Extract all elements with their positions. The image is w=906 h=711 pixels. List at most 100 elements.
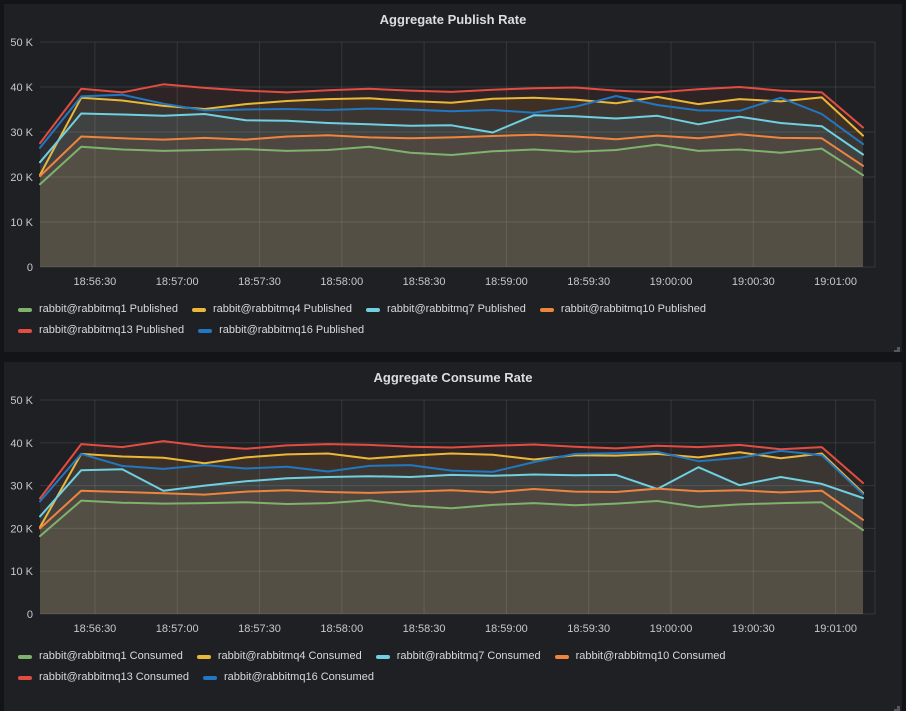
panel-resize-handle-icon[interactable] xyxy=(890,699,900,711)
legend-series-name: rabbit@rabbitmq13 Published xyxy=(39,324,185,336)
legend-series-name: rabbit@rabbitmq10 Consumed xyxy=(575,650,726,662)
series-lines xyxy=(39,83,864,186)
series-line-rabbit-rabbitmq13-consumed xyxy=(39,440,864,500)
series-color-swatch-icon xyxy=(554,654,569,659)
x-tick-label: 18:59:00 xyxy=(485,623,528,635)
y-tick-label: 10 K xyxy=(10,217,33,229)
legend-item-rabbit-rabbitmq16-consumed[interactable]: rabbit@rabbitmq16 Consumed xyxy=(202,667,374,688)
x-tick-label: 18:59:30 xyxy=(567,623,610,635)
x-tick-label: 18:57:30 xyxy=(238,623,281,635)
legend-item-rabbit-rabbitmq16-published[interactable]: rabbit@rabbitmq16 Published xyxy=(198,320,364,341)
series-fill-rabbit-rabbitmq16-published xyxy=(40,94,863,267)
series-line-rabbit-rabbitmq16-published xyxy=(39,93,864,149)
x-tick-label: 18:58:30 xyxy=(403,623,446,635)
legend-item-rabbit-rabbitmq10-consumed[interactable]: rabbit@rabbitmq10 Consumed xyxy=(554,646,726,667)
series-color-swatch-icon xyxy=(375,654,390,659)
legend-series-name: rabbit@rabbitmq4 Published xyxy=(212,303,352,315)
series-fill-rabbit-rabbitmq7-published xyxy=(40,113,863,267)
y-tick-label: 30 K xyxy=(10,481,33,493)
series-color-swatch-icon xyxy=(18,328,32,333)
x-tick-label: 18:57:00 xyxy=(156,623,199,635)
panel-resize-handle-icon[interactable] xyxy=(890,340,900,352)
series-color-swatch-icon xyxy=(191,307,206,312)
legend-series-name: rabbit@rabbitmq7 Consumed xyxy=(396,650,541,662)
legend-series-name: rabbit@rabbitmq13 Consumed xyxy=(39,671,189,683)
x-tick-label: 19:00:30 xyxy=(732,276,775,288)
y-tick-label: 0 xyxy=(27,262,33,274)
series-fill-rabbit-rabbitmq13-published xyxy=(40,84,863,267)
series-line-rabbit-rabbitmq1-consumed xyxy=(39,499,864,538)
legend: rabbit@rabbitmq1 Consumed rabbit@rabbitmq… xyxy=(4,644,902,688)
x-tick-label: 18:58:00 xyxy=(320,276,363,288)
x-tick-label: 18:57:30 xyxy=(238,276,281,288)
y-tick-label: 0 xyxy=(27,609,33,621)
legend-series-name: rabbit@rabbitmq16 Consumed xyxy=(223,671,374,683)
series-line-rabbit-rabbitmq16-consumed xyxy=(39,449,864,503)
publish-rate-chart-container: 0 10 K 20 K 30 K 40 K 50 K 18:56:30 18:57:00 18:… xyxy=(4,36,902,297)
time-series-plot[interactable]: 0 10 K 20 K 30 K 40 K 50 K 18:56:30 18:57:00 18:… xyxy=(4,36,902,297)
series-color-swatch-icon xyxy=(202,675,217,680)
legend-item-rabbit-rabbitmq10-published[interactable]: rabbit@rabbitmq10 Published xyxy=(539,299,706,320)
series-color-swatch-icon xyxy=(18,307,32,312)
series-line-rabbit-rabbitmq10-published xyxy=(39,133,864,178)
axis-labels: 0 10 K 20 K 30 K 40 K 50 K 18:56:30 18:57:00 18:… xyxy=(10,395,857,635)
series-color-swatch-icon xyxy=(18,654,32,659)
y-tick-label: 50 K xyxy=(10,395,33,407)
series-fill-rabbit-rabbitmq7-consumed xyxy=(40,467,863,614)
series-fill-rabbit-rabbitmq10-published xyxy=(40,134,863,267)
series-line-rabbit-rabbitmq1-published xyxy=(39,143,864,186)
series-line-rabbit-rabbitmq7-consumed xyxy=(39,466,864,518)
legend-series-name: rabbit@rabbitmq1 Published xyxy=(39,303,178,315)
x-tick-label: 18:59:00 xyxy=(485,276,528,288)
series-line-rabbit-rabbitmq7-published xyxy=(39,112,864,164)
time-series-plot[interactable]: 0 10 K 20 K 30 K 40 K 50 K 18:56:30 18:57:00 18:… xyxy=(4,394,902,644)
legend-item-rabbit-rabbitmq13-published[interactable]: rabbit@rabbitmq13 Published xyxy=(18,320,184,341)
legend-item-rabbit-rabbitmq1-consumed[interactable]: rabbit@rabbitmq1 Consumed xyxy=(18,646,183,667)
series-line-rabbit-rabbitmq10-consumed xyxy=(39,487,864,530)
legend-series-name: rabbit@rabbitmq16 Published xyxy=(219,324,365,336)
series-color-swatch-icon xyxy=(198,328,213,333)
legend-series-name: rabbit@rabbitmq10 Published xyxy=(560,303,706,315)
legend-item-rabbit-rabbitmq4-consumed[interactable]: rabbit@rabbitmq4 Consumed xyxy=(196,646,362,667)
x-tick-label: 19:00:00 xyxy=(650,276,693,288)
legend-series-name: rabbit@rabbitmq4 Consumed xyxy=(217,650,362,662)
x-tick-label: 18:56:30 xyxy=(73,623,116,635)
legend-item-rabbit-rabbitmq7-consumed[interactable]: rabbit@rabbitmq7 Consumed xyxy=(375,646,541,667)
y-tick-label: 40 K xyxy=(10,82,33,94)
x-tick-label: 18:58:30 xyxy=(403,276,446,288)
consume-rate-chart-container: 0 10 K 20 K 30 K 40 K 50 K 18:56:30 18:57:00 18:… xyxy=(4,394,902,644)
legend: rabbit@rabbitmq1 Published rabbit@rabbitm… xyxy=(4,297,902,341)
gridlines xyxy=(40,41,876,268)
y-tick-label: 20 K xyxy=(10,523,33,535)
legend-series-name: rabbit@rabbitmq7 Published xyxy=(386,303,526,315)
panel-aggregate-publish-rate: Aggregate Publish Rate 0 10 K 20 K 30 K 40 K… xyxy=(4,4,902,352)
legend-item-rabbit-rabbitmq13-consumed[interactable]: rabbit@rabbitmq13 Consumed xyxy=(18,667,189,688)
x-tick-label: 19:00:30 xyxy=(732,623,775,635)
series-color-swatch-icon xyxy=(18,675,32,680)
series-lines xyxy=(39,440,864,538)
panel-title[interactable]: Aggregate Publish Rate xyxy=(379,12,527,27)
legend-item-rabbit-rabbitmq1-published[interactable]: rabbit@rabbitmq1 Published xyxy=(18,299,178,320)
y-tick-label: 30 K xyxy=(10,127,33,139)
series-fills xyxy=(40,441,863,614)
series-color-swatch-icon xyxy=(539,307,554,312)
y-tick-label: 50 K xyxy=(10,37,33,49)
series-fill-rabbit-rabbitmq10-consumed xyxy=(40,488,863,614)
y-tick-label: 40 K xyxy=(10,438,33,450)
series-line-rabbit-rabbitmq13-published xyxy=(39,83,864,145)
y-tick-label: 10 K xyxy=(10,566,33,578)
x-tick-label: 18:57:00 xyxy=(156,276,199,288)
x-tick-label: 18:58:00 xyxy=(320,623,363,635)
x-tick-label: 18:59:30 xyxy=(567,276,610,288)
series-fill-rabbit-rabbitmq13-consumed xyxy=(40,441,863,614)
series-color-swatch-icon xyxy=(365,307,380,312)
series-fill-rabbit-rabbitmq4-consumed xyxy=(40,452,863,614)
panel-title[interactable]: Aggregate Consume Rate xyxy=(373,370,533,385)
x-tick-label: 19:01:00 xyxy=(814,276,857,288)
axis-labels: 0 10 K 20 K 30 K 40 K 50 K 18:56:30 18:57:00 18:… xyxy=(10,37,857,288)
x-tick-label: 18:56:30 xyxy=(73,276,116,288)
legend-item-rabbit-rabbitmq4-published[interactable]: rabbit@rabbitmq4 Published xyxy=(191,299,352,320)
legend-item-rabbit-rabbitmq7-published[interactable]: rabbit@rabbitmq7 Published xyxy=(365,299,526,320)
y-tick-label: 20 K xyxy=(10,172,33,184)
